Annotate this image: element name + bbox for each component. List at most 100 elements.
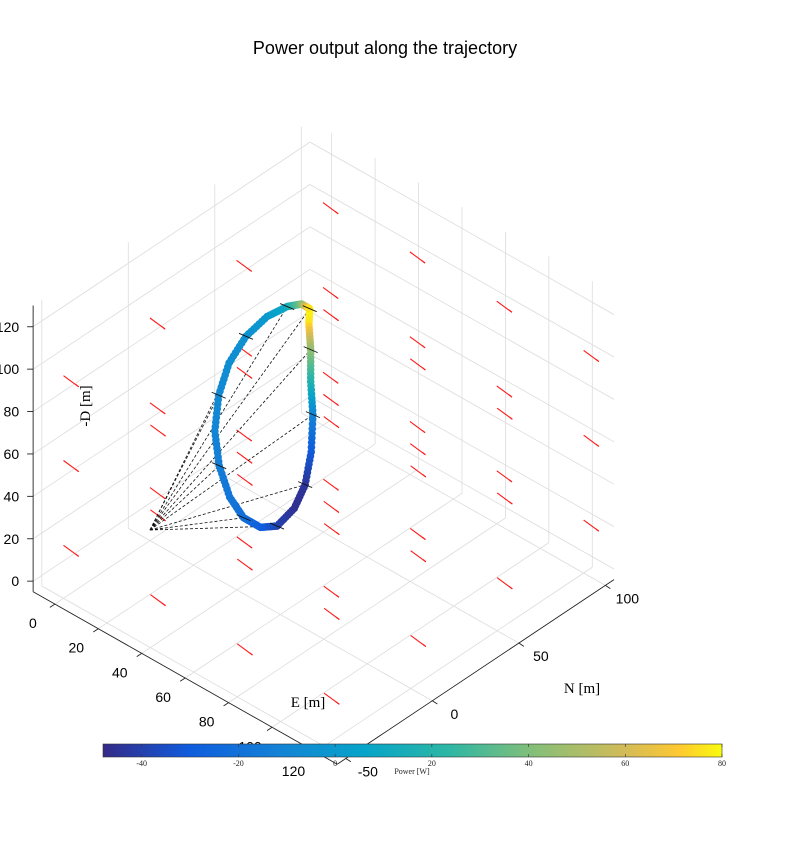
z-tick-label: 20 bbox=[4, 531, 20, 547]
wind-arrow-head bbox=[248, 438, 253, 442]
y-tick-mark bbox=[432, 700, 438, 705]
wind-arrow-head bbox=[162, 433, 166, 437]
orientation-mark bbox=[211, 391, 226, 399]
y-tick-mark bbox=[605, 584, 611, 590]
wind-arrow-head bbox=[595, 443, 600, 447]
tether-line bbox=[149, 414, 314, 531]
wind-arrow-head bbox=[249, 652, 253, 656]
grid-line bbox=[128, 527, 433, 702]
x-tick-mark bbox=[136, 652, 142, 658]
wind-arrow-head bbox=[509, 586, 513, 590]
x-tick-mark bbox=[93, 628, 99, 633]
z-tick-label: 100 bbox=[0, 361, 19, 377]
wind-arrow-head bbox=[161, 495, 166, 500]
tether-line bbox=[149, 349, 311, 531]
wind-arrow-head bbox=[248, 375, 253, 379]
grid-line bbox=[309, 141, 615, 315]
grid-line bbox=[41, 585, 347, 759]
wind-arrow-head bbox=[595, 358, 600, 363]
orientation-mark bbox=[212, 462, 227, 470]
grid-line bbox=[32, 311, 311, 497]
wind-arrow-head bbox=[336, 531, 340, 536]
colorbar-tick-label: 20 bbox=[428, 759, 436, 768]
colorbar-tick-label: 0 bbox=[333, 759, 337, 768]
wind-arrow-head bbox=[75, 553, 80, 557]
wind-arrow-head bbox=[248, 353, 253, 357]
grid-line bbox=[32, 353, 311, 540]
grid-line bbox=[54, 419, 332, 605]
grid-line bbox=[32, 184, 311, 370]
wind-arrow-head bbox=[334, 380, 339, 384]
grid-line bbox=[98, 443, 376, 630]
z-tick-label: 60 bbox=[4, 446, 20, 462]
x-tick-label: 0 bbox=[29, 615, 37, 631]
wind-arrow-head bbox=[335, 402, 339, 406]
wind-arrow-head bbox=[335, 594, 340, 598]
grid-line bbox=[309, 226, 615, 400]
tether-line bbox=[149, 465, 220, 531]
grid-line bbox=[315, 566, 593, 753]
z-tick-label: 80 bbox=[4, 404, 20, 420]
wind-field bbox=[63, 202, 600, 705]
wind-arrow-head bbox=[335, 487, 339, 491]
wind-arrow-head bbox=[422, 558, 427, 563]
orientation-mark bbox=[279, 303, 295, 310]
grid-line bbox=[141, 468, 419, 654]
colorbar-tick-label: 80 bbox=[718, 759, 726, 768]
colorbar-tick-label: 40 bbox=[525, 759, 533, 768]
wind-arrow-head bbox=[508, 479, 513, 483]
wind-arrow-head bbox=[335, 509, 340, 513]
y-axis-label: N [m] bbox=[564, 681, 600, 697]
wind-arrow-head bbox=[161, 326, 166, 330]
x-tick-label: 120 bbox=[282, 763, 306, 779]
grid-line bbox=[309, 268, 615, 443]
grid-line bbox=[301, 412, 606, 586]
tether-line bbox=[149, 484, 306, 531]
wind-arrow-head bbox=[75, 384, 80, 388]
grid-line bbox=[32, 226, 311, 412]
y-tick-label: -50 bbox=[358, 763, 378, 779]
z-tick-label: 120 bbox=[0, 319, 19, 335]
chart-title: Power output along the trajectory bbox=[253, 38, 517, 58]
wind-arrow-head bbox=[421, 429, 426, 434]
colorbar-tick-label: 60 bbox=[621, 759, 629, 768]
wind-arrow-head bbox=[335, 317, 339, 322]
y-tick-label: 0 bbox=[450, 706, 458, 722]
z-tick-label: 0 bbox=[11, 573, 19, 589]
x-tick-mark bbox=[223, 702, 229, 707]
tick-labels: 020406080100120-50050100020406080100120 bbox=[0, 319, 639, 780]
wind-arrow-head bbox=[422, 451, 426, 456]
x-tick-label: 60 bbox=[155, 689, 171, 705]
orientation-mark bbox=[238, 332, 254, 340]
x-tick-mark bbox=[49, 603, 56, 608]
grid-line bbox=[309, 353, 615, 527]
grid-line bbox=[271, 542, 550, 728]
x-tick-label: 40 bbox=[112, 664, 128, 680]
x-tick-label: 20 bbox=[69, 640, 85, 656]
wind-arrow-head bbox=[509, 501, 513, 505]
wind-arrow-head bbox=[249, 482, 253, 486]
orientation-mark bbox=[269, 522, 285, 530]
trajectory bbox=[211, 300, 321, 532]
grid-line bbox=[228, 517, 506, 703]
orientation-mark bbox=[302, 305, 317, 313]
grid-line bbox=[32, 396, 311, 582]
grid-lines bbox=[32, 126, 615, 759]
wind-arrow-head bbox=[248, 460, 253, 464]
wind-arrow-head bbox=[421, 345, 426, 349]
wind-arrow-head bbox=[422, 474, 427, 478]
colorbar-label: Power [W] bbox=[394, 767, 430, 776]
colorbar-ticks: -40 -20 0 20 40 60 80 bbox=[136, 744, 726, 768]
wind-arrow-head bbox=[508, 309, 513, 313]
y-tick-label: 100 bbox=[616, 590, 640, 606]
wind-arrow-head bbox=[75, 468, 80, 473]
grid-line bbox=[32, 268, 311, 455]
orientation-mark bbox=[236, 514, 251, 522]
z-tick-label: 40 bbox=[4, 488, 20, 504]
x-tick-mark bbox=[266, 726, 273, 731]
colorbar-tick-label: -20 bbox=[233, 759, 244, 768]
wind-arrow-head bbox=[248, 545, 253, 549]
wind-arrow-head bbox=[509, 416, 513, 420]
wind-arrow-head bbox=[334, 295, 339, 299]
